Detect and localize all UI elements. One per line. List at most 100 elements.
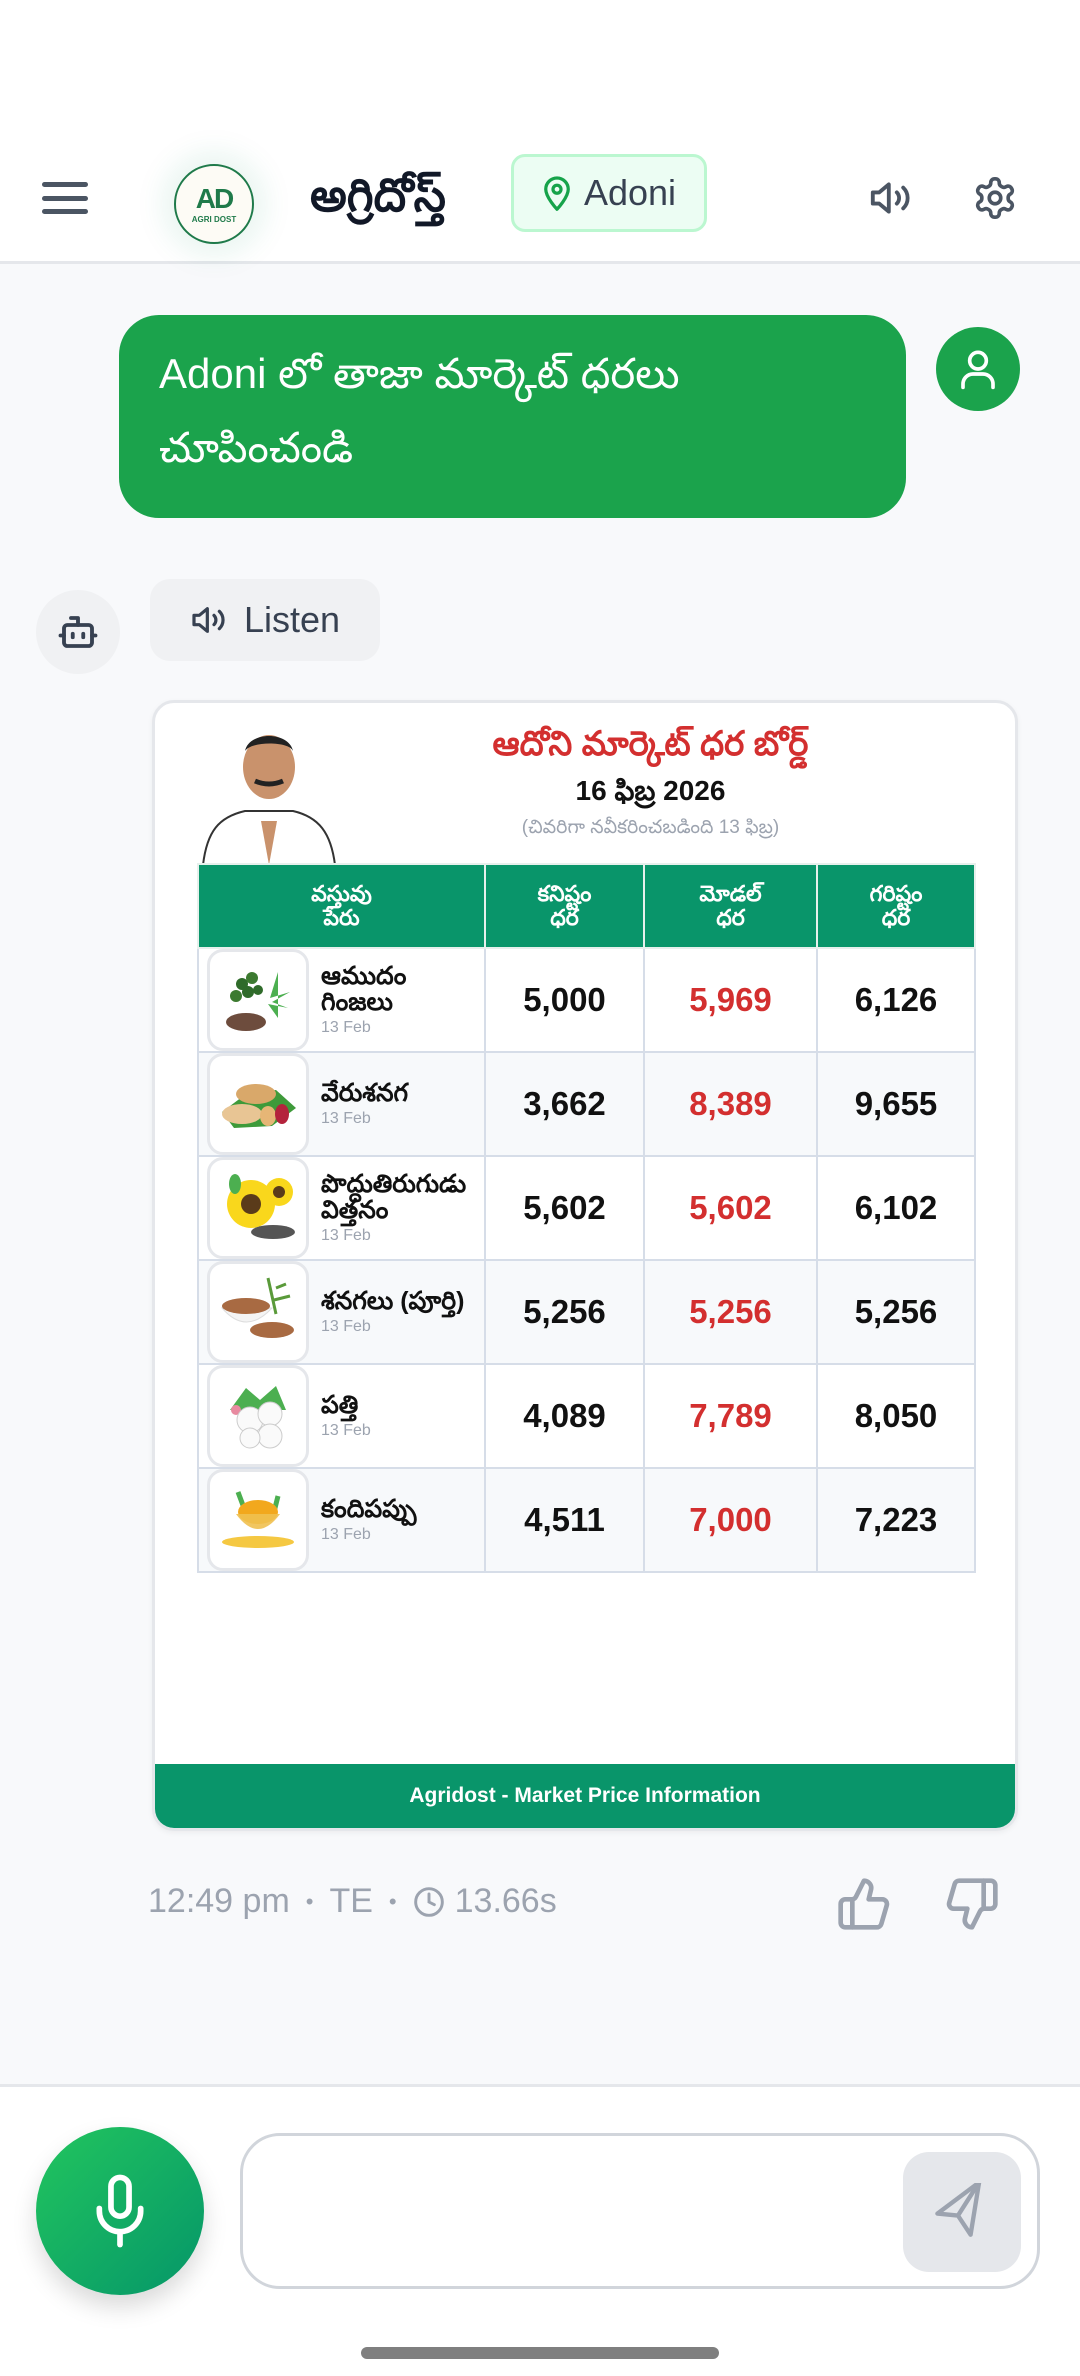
column-header-max-price: గరిష్టం ధర bbox=[816, 863, 976, 949]
commodity-name: వేరుశనగ bbox=[321, 1079, 409, 1107]
map-pin-icon bbox=[544, 176, 570, 211]
table-row: పత్తి 13 Feb 4,089 7,789 8,050 bbox=[197, 1363, 976, 1469]
bot-avatar bbox=[36, 590, 120, 674]
board-title: ఆదోని మార్కెట్ ధర బోర్డ్ bbox=[492, 725, 809, 763]
commodity-name: ఆముదం గింజలు bbox=[321, 962, 407, 1016]
leader-portrait-image bbox=[201, 735, 337, 865]
thumbs-up-button[interactable] bbox=[836, 1876, 892, 1932]
status-bar bbox=[0, 0, 1080, 140]
location-chip[interactable]: Adoni bbox=[511, 154, 707, 232]
max-price-cell: 7,223 bbox=[816, 1467, 976, 1573]
message-time: 12:49 pm bbox=[148, 1882, 290, 1920]
bengal-gram-image bbox=[207, 1261, 309, 1363]
toor-dal-image bbox=[207, 1469, 309, 1571]
settings-button[interactable] bbox=[965, 168, 1025, 228]
market-price-board-card: ఆదోని మార్కెట్ ధర బోర్డ్ 16 ఫిబ్ర 2026 (… bbox=[152, 700, 1018, 1831]
table-row: కందిపప్పు 13 Feb 4,511 7,000 7,223 bbox=[197, 1467, 976, 1573]
message-meta: 12:49 pm • TE • 13.66s bbox=[148, 1882, 557, 1921]
column-header-commodity: వస్తువు పేరు bbox=[197, 863, 486, 949]
commodity-cell: కందిపప్పు 13 Feb bbox=[197, 1467, 486, 1573]
menu-line bbox=[42, 209, 88, 214]
separator-dot: • bbox=[305, 1888, 314, 1914]
user-icon bbox=[961, 350, 995, 390]
speaker-toggle-button[interactable] bbox=[862, 168, 922, 228]
column-header-min-price: కనిష్టం ధర bbox=[484, 863, 645, 949]
board-footer: Agridost - Market Price Information bbox=[155, 1764, 1015, 1828]
max-price-cell: 9,655 bbox=[816, 1051, 976, 1157]
min-price-cell: 5,000 bbox=[484, 947, 645, 1053]
modal-price-cell: 5,256 bbox=[643, 1259, 818, 1365]
commodity-date: 13 Feb bbox=[321, 1422, 371, 1439]
modal-price-cell: 7,000 bbox=[643, 1467, 818, 1573]
message-composer bbox=[0, 2084, 1080, 2376]
modal-price-cell: 5,969 bbox=[643, 947, 818, 1053]
microphone-button[interactable] bbox=[36, 2127, 204, 2295]
min-price-cell: 4,089 bbox=[484, 1363, 645, 1469]
board-last-updated: (చివరిగా నవీకరించబడింది 13 ఫిబ్ర) bbox=[521, 817, 780, 838]
commodity-cell: పొద్దుతిరుగుడు విత్తనం 13 Feb bbox=[197, 1155, 486, 1261]
min-price-cell: 4,511 bbox=[484, 1467, 645, 1573]
message-input-container bbox=[240, 2133, 1040, 2289]
sunflower-seed-image bbox=[207, 1157, 309, 1259]
logo-text: AGRI DOST bbox=[191, 214, 237, 224]
send-button[interactable] bbox=[903, 2152, 1021, 2272]
commodity-cell: పత్తి 13 Feb bbox=[197, 1363, 486, 1469]
thumbs-up-icon bbox=[838, 1878, 890, 1930]
app-title: అగ్రిదోస్త్ bbox=[310, 169, 446, 221]
app-logo: AD AGRI DOST bbox=[174, 164, 254, 244]
separator-dot: • bbox=[388, 1888, 397, 1914]
gear-icon bbox=[975, 177, 1015, 219]
min-price-cell: 3,662 bbox=[484, 1051, 645, 1157]
listen-button[interactable]: Listen bbox=[150, 579, 380, 661]
max-price-cell: 8,050 bbox=[816, 1363, 976, 1469]
commodity-cell: ఆముదం గింజలు 13 Feb bbox=[197, 947, 486, 1053]
table-row: శనగలు (పూర్తి) 13 Feb 5,256 5,256 5,256 bbox=[197, 1259, 976, 1365]
max-price-cell: 5,256 bbox=[816, 1259, 976, 1365]
commodity-name: కందిపప్పు bbox=[321, 1495, 417, 1523]
column-header-modal-price: మోడల్ ధర bbox=[643, 863, 818, 949]
min-price-cell: 5,256 bbox=[484, 1259, 645, 1365]
max-price-cell: 6,102 bbox=[816, 1155, 976, 1261]
commodity-cell: శనగలు (పూర్తి) 13 Feb bbox=[197, 1259, 486, 1365]
max-price-cell: 6,126 bbox=[816, 947, 976, 1053]
commodity-date: 13 Feb bbox=[321, 1019, 371, 1036]
board-date: 16 ఫిబ్ర 2026 bbox=[575, 775, 726, 806]
location-label: Adoni bbox=[583, 172, 677, 213]
groundnut-image bbox=[207, 1053, 309, 1155]
thumbs-down-button[interactable] bbox=[944, 1876, 1000, 1932]
hamburger-menu-button[interactable] bbox=[40, 176, 90, 220]
listen-label: Listen bbox=[243, 599, 341, 640]
modal-price-cell: 7,789 bbox=[643, 1363, 818, 1469]
message-input[interactable] bbox=[273, 2176, 893, 2246]
top-app-bar: AD AGRI DOST అగ్రిదోస్త్ Adoni bbox=[0, 140, 1080, 264]
speaker-icon bbox=[870, 182, 910, 214]
table-row: ఆముదం గింజలు 13 Feb 5,000 5,969 6,126 bbox=[197, 947, 976, 1053]
modal-price-cell: 5,602 bbox=[643, 1155, 818, 1261]
home-indicator[interactable] bbox=[361, 2347, 719, 2359]
user-avatar bbox=[936, 327, 1020, 411]
commodity-cell: వేరుశనగ 13 Feb bbox=[197, 1051, 486, 1157]
microphone-icon bbox=[96, 2174, 144, 2248]
table-row: వేరుశనగ 13 Feb 3,662 8,389 9,655 bbox=[197, 1051, 976, 1157]
min-price-cell: 5,602 bbox=[484, 1155, 645, 1261]
speaker-icon bbox=[192, 607, 225, 633]
commodity-date: 13 Feb bbox=[321, 1110, 371, 1127]
price-table: వస్తువు పేరు కనిష్టం ధర మోడల్ ధర గరిష్టం ధర … bbox=[197, 863, 976, 1573]
commodity-date: 13 Feb bbox=[321, 1227, 371, 1244]
response-duration: 13.66s bbox=[454, 1882, 557, 1920]
castor-seeds-image bbox=[207, 949, 309, 1051]
commodity-date: 13 Feb bbox=[321, 1526, 371, 1543]
commodity-name: పత్తి bbox=[321, 1391, 359, 1419]
table-row: పొద్దుతిరుగుడు విత్తనం 13 Feb 5,602 5,60… bbox=[197, 1155, 976, 1261]
robot-icon bbox=[58, 616, 98, 648]
thumbs-down-icon bbox=[946, 1878, 998, 1930]
menu-line bbox=[42, 195, 88, 201]
commodity-date: 13 Feb bbox=[321, 1318, 371, 1335]
commodity-name: శనగలు (పూర్తి) bbox=[321, 1287, 465, 1315]
commodity-name: పొద్దుతిరుగుడు విత్తనం bbox=[321, 1170, 467, 1224]
cotton-image bbox=[207, 1365, 309, 1467]
table-header-row: వస్తువు పేరు కనిష్టం ధర మోడల్ ధర గరిష్టం ధర bbox=[197, 863, 976, 949]
menu-line bbox=[42, 182, 88, 187]
logo-mark: AD bbox=[195, 182, 234, 214]
modal-price-cell: 8,389 bbox=[643, 1051, 818, 1157]
